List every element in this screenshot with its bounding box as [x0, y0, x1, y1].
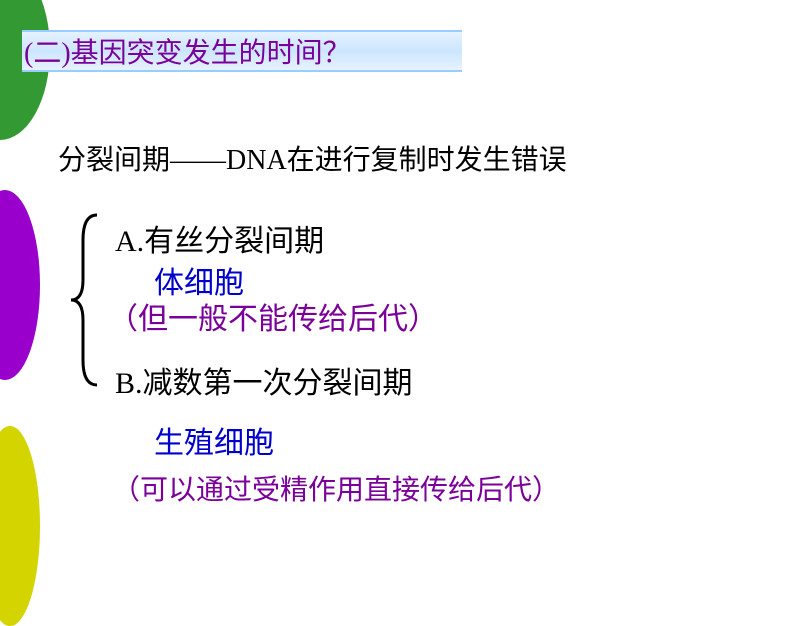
header-title: (二)基因突变发生的时间？: [24, 31, 351, 71]
curly-brace-icon: [65, 210, 105, 390]
purple-decoration: [0, 190, 40, 380]
section-header: (二)基因突变发生的时间？: [22, 30, 462, 72]
option-b-sub1: 生殖细胞: [154, 418, 274, 462]
option-b-label: B.减数第一次分裂间期: [115, 358, 413, 402]
option-a-sub2: （但一般不能传给后代）: [108, 294, 438, 338]
option-a-label: A.有丝分裂间期: [115, 216, 324, 260]
main-statement: 分裂间期——DNA在进行复制时发生错误: [58, 138, 567, 178]
yellow-decoration: [0, 426, 40, 626]
option-b-sub2: （可以通过受精作用直接传给后代）: [112, 468, 560, 508]
